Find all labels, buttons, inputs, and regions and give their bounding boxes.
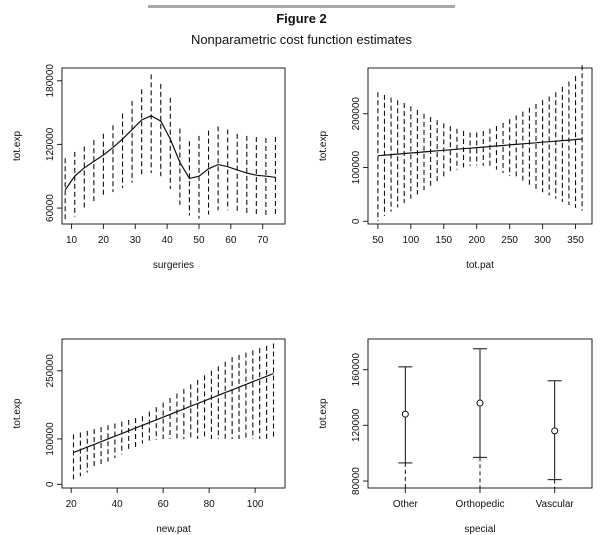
y-tick-label: 60000 — [45, 194, 56, 222]
y-tick-label: 160000 — [351, 353, 362, 387]
chart-panel-3: 0 100000 250000 20 40 60 80 100 new.pat tot.exp — [12, 338, 286, 535]
top-divider-bar — [148, 5, 455, 8]
x-tick-label: Orthopedic — [456, 499, 505, 510]
point-estimate — [401, 410, 409, 418]
x-tick-label: 70 — [257, 235, 269, 246]
x-tick-label: 200 — [468, 235, 485, 246]
plot-frame — [61, 67, 286, 225]
x-tick-label: 300 — [534, 235, 551, 246]
y-axis-title: tot.exp — [12, 131, 23, 161]
x-axis-title: new.pat — [156, 524, 191, 535]
point-estimate — [476, 399, 484, 407]
figure-title: Nonparametric cost function estimates — [190, 32, 413, 47]
x-tick-label: 40 — [112, 499, 124, 510]
y-tick-label: 120000 — [351, 408, 362, 442]
chart-panel-2: 0 100000 200000 50 100 150 200 250 300 350 tot.pat… — [318, 65, 593, 271]
y-tick-label: 120000 — [45, 127, 56, 161]
x-tick-label: 10 — [66, 235, 78, 246]
x-tick-label: 60 — [225, 235, 237, 246]
plot-frame — [367, 67, 593, 225]
y-tick-label: 200000 — [351, 97, 362, 131]
y-axis-title: tot.exp — [12, 398, 23, 428]
x-tick-label: 100 — [402, 235, 419, 246]
x-tick-label: 40 — [162, 235, 174, 246]
x-tick-label: 100 — [247, 499, 264, 510]
figure-label: Figure 2 — [276, 11, 327, 26]
x-tick-label: 20 — [66, 499, 78, 510]
y-tick-label: 100000 — [45, 422, 56, 456]
y-axis-title: tot.exp — [318, 398, 329, 428]
x-tick-label: 350 — [567, 235, 584, 246]
chart-panel-4: 80000 120000 160000 Other Orthopedic Vascular… — [318, 338, 593, 535]
plot-frame — [61, 338, 286, 489]
fitted-curve — [73, 372, 274, 454]
y-tick-label: 80000 — [351, 467, 362, 495]
x-tick-label: 50 — [372, 235, 384, 246]
y-axis-title: tot.exp — [318, 131, 329, 161]
y-tick-label: 180000 — [45, 64, 56, 98]
y-tick-label: 0 — [351, 218, 362, 224]
fitted-curve — [64, 115, 276, 191]
x-tick-label: 80 — [204, 499, 216, 510]
x-tick-label: Vascular — [536, 499, 575, 510]
x-tick-label: 250 — [501, 235, 518, 246]
x-axis-title: surgeries — [153, 260, 194, 271]
y-tick-label: 0 — [45, 481, 56, 487]
fitted-curve — [377, 138, 583, 157]
chart-panel-1: 60000 120000 180000 10 20 30 40 50 60 70 surgeries… — [12, 64, 286, 271]
x-axis-title: tot.pat — [466, 260, 494, 271]
point-estimate — [551, 427, 559, 435]
y-tick-label: 100000 — [351, 150, 362, 184]
x-tick-label: 150 — [435, 235, 452, 246]
x-tick-label: 60 — [158, 499, 170, 510]
x-tick-label: Other — [393, 499, 419, 510]
x-tick-label: 30 — [130, 235, 142, 246]
x-tick-label: 20 — [98, 235, 110, 246]
x-axis-title: special — [464, 524, 495, 535]
x-tick-label: 50 — [193, 235, 205, 246]
y-tick-label: 250000 — [45, 354, 56, 388]
